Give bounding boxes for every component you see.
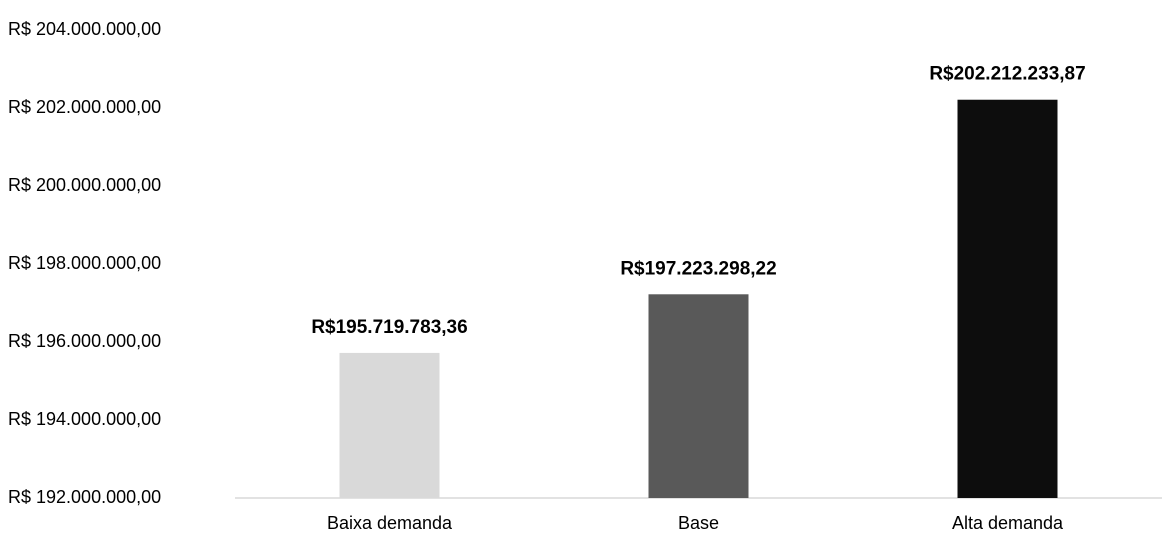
y-tick-label: R$ 198.000.000,00 bbox=[8, 253, 161, 273]
y-tick-label: R$ 204.000.000,00 bbox=[8, 19, 161, 39]
bar bbox=[957, 99, 1058, 499]
bar bbox=[339, 352, 440, 498]
y-tick-label: R$ 196.000.000,00 bbox=[8, 331, 161, 351]
x-tick-label: Alta demanda bbox=[952, 513, 1064, 533]
bar bbox=[648, 294, 749, 498]
y-tick-label: R$ 200.000.000,00 bbox=[8, 175, 161, 195]
value-label: R$202.212.233,87 bbox=[929, 64, 1085, 85]
y-tick-label: R$ 202.000.000,00 bbox=[8, 97, 161, 117]
x-tick-label: Baixa demanda bbox=[327, 513, 453, 533]
y-tick-label: R$ 192.000.000,00 bbox=[8, 487, 161, 507]
value-label: R$197.223.298,22 bbox=[620, 258, 776, 279]
x-tick-label: Base bbox=[678, 513, 719, 533]
value-label: R$195.719.783,36 bbox=[311, 317, 467, 338]
y-tick-label: R$ 194.000.000,00 bbox=[8, 409, 161, 429]
